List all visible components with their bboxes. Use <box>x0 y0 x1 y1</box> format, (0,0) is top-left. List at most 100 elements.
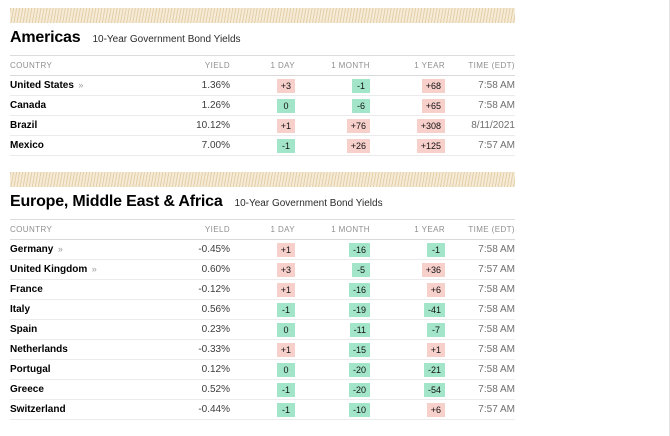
time-value: 7:58 AM <box>478 80 515 91</box>
change-1year-chip: -41 <box>423 302 445 317</box>
change-1month-chip: -5 <box>352 262 370 277</box>
change-1month-cell: -11 <box>295 322 370 337</box>
change-1day-cell: +1 <box>230 242 295 257</box>
country-cell[interactable]: Spain <box>10 324 170 335</box>
change-1month-chip: -19 <box>348 302 370 317</box>
change-1year-cell: +36 <box>370 262 445 277</box>
section-header: Europe, Middle East & Africa 10-Year Gov… <box>10 193 515 211</box>
table-row: Mexico 7.00% -1 +26 +125 7:57 AM <box>10 136 515 156</box>
change-1month-chip: -20 <box>348 382 370 397</box>
column-header: TIME (EDT) <box>468 61 515 70</box>
table-row: United Kingdom » 0.60% +3 -5 +36 7:57 AM <box>10 260 515 280</box>
change-1month-cell: +26 <box>295 138 370 153</box>
yield-value: 0.52% <box>201 384 230 395</box>
change-1day-cell: 0 <box>230 322 295 337</box>
country-cell[interactable]: United Kingdom » <box>10 264 170 275</box>
change-1day-chip: -1 <box>277 402 295 417</box>
change-1year-cell: +6 <box>370 282 445 297</box>
change-1year-chip: -54 <box>423 382 445 397</box>
change-1year-cell: +1 <box>370 342 445 357</box>
change-1day-chip: 0 <box>277 98 295 113</box>
time-value: 7:58 AM <box>478 304 515 315</box>
change-1month-cell: -1 <box>295 78 370 93</box>
time-value: 7:58 AM <box>478 344 515 355</box>
country-cell[interactable]: Mexico <box>10 140 170 151</box>
change-1year-chip: +36 <box>421 262 445 277</box>
yield-value: 0.60% <box>201 264 230 275</box>
change-1year-chip: -7 <box>427 322 445 337</box>
yield-value: 1.26% <box>201 100 230 111</box>
column-header: COUNTRY <box>10 61 53 70</box>
yield-value: 10.12% <box>196 120 230 131</box>
change-1day-chip: +1 <box>276 282 295 297</box>
country-name: Greece <box>10 384 44 395</box>
country-cell[interactable]: Greece <box>10 384 170 395</box>
table-row: United States » 1.36% +3 -1 +68 7:58 AM <box>10 76 515 96</box>
country-cell[interactable]: France <box>10 284 170 295</box>
change-1month-chip: -11 <box>349 322 370 337</box>
change-1year-chip: +6 <box>426 402 445 417</box>
change-1year-chip: -1 <box>427 242 445 257</box>
time-value: 8/11/2021 <box>471 120 515 131</box>
change-1month-chip: +26 <box>346 138 370 153</box>
country-link-arrow-icon: » <box>89 264 97 274</box>
change-1month-cell: -16 <box>295 242 370 257</box>
time-value: 7:58 AM <box>478 284 515 295</box>
change-1day-chip: +3 <box>276 262 295 277</box>
change-1month-cell: -20 <box>295 362 370 377</box>
section-subtitle: 10-Year Government Bond Yields <box>92 34 241 45</box>
table-row: Portugal 0.12% 0 -20 -21 7:58 AM <box>10 360 515 380</box>
change-1year-cell: +6 <box>370 402 445 417</box>
change-1month-cell: -19 <box>295 302 370 317</box>
country-cell[interactable]: Switzerland <box>10 404 170 415</box>
change-1year-cell: +65 <box>370 98 445 113</box>
country-cell[interactable]: United States » <box>10 80 170 91</box>
yield-value: -0.12% <box>198 284 230 295</box>
change-1day-cell: -1 <box>230 382 295 397</box>
country-cell[interactable]: Italy <box>10 304 170 315</box>
table-row: Netherlands -0.33% +1 -15 +1 7:58 AM <box>10 340 515 360</box>
change-1year-chip: +125 <box>416 138 445 153</box>
time-value: 7:58 AM <box>478 364 515 375</box>
change-1month-cell: -6 <box>295 98 370 113</box>
column-header: YIELD <box>204 225 230 234</box>
country-name: Spain <box>10 324 38 335</box>
country-cell[interactable]: Netherlands <box>10 344 170 355</box>
column-header: 1 DAY <box>270 61 295 70</box>
change-1month-cell: +76 <box>295 118 370 133</box>
change-1month-chip: -1 <box>352 78 370 93</box>
country-cell[interactable]: Brazil <box>10 120 170 131</box>
change-1year-cell: +125 <box>370 138 445 153</box>
table-row: Germany » -0.45% +1 -16 -1 7:58 AM <box>10 240 515 260</box>
country-name: Brazil <box>10 120 38 131</box>
time-value: 7:57 AM <box>478 140 515 151</box>
change-1day-cell: +3 <box>230 78 295 93</box>
change-1day-chip: +1 <box>276 342 295 357</box>
change-1year-cell: -41 <box>370 302 445 317</box>
table-row: Spain 0.23% 0 -11 -7 7:58 AM <box>10 320 515 340</box>
country-cell[interactable]: Portugal <box>10 364 170 375</box>
change-1month-chip: -10 <box>348 402 370 417</box>
column-header: 1 MONTH <box>331 61 370 70</box>
country-link-arrow-icon: » <box>55 244 63 254</box>
change-1day-chip: -1 <box>277 302 295 317</box>
time-value: 7:58 AM <box>478 324 515 335</box>
change-1month-chip: -16 <box>348 282 370 297</box>
change-1year-chip: +308 <box>416 118 445 133</box>
change-1day-cell: +3 <box>230 262 295 277</box>
section-title: Americas <box>10 29 81 46</box>
change-1year-chip: +6 <box>426 282 445 297</box>
table-header-row: COUNTRY YIELD 1 DAY 1 MONTH 1 YEAR TIME (EDT) <box>10 56 515 76</box>
country-name: Mexico <box>10 140 44 151</box>
table-body: United States » 1.36% +3 -1 +68 7:58 AM … <box>10 76 515 156</box>
country-name: United States <box>10 80 74 91</box>
yields-table: COUNTRY YIELD 1 DAY 1 MONTH 1 YEAR TIME (EDT)… <box>10 219 515 420</box>
country-cell[interactable]: Germany » <box>10 244 170 255</box>
country-cell[interactable]: Canada <box>10 100 170 111</box>
change-1day-cell: -1 <box>230 138 295 153</box>
change-1month-chip: +76 <box>346 118 370 133</box>
change-1month-chip: -20 <box>348 362 370 377</box>
change-1month-chip: -15 <box>348 342 370 357</box>
table-header-row: COUNTRY YIELD 1 DAY 1 MONTH 1 YEAR TIME (EDT) <box>10 220 515 240</box>
